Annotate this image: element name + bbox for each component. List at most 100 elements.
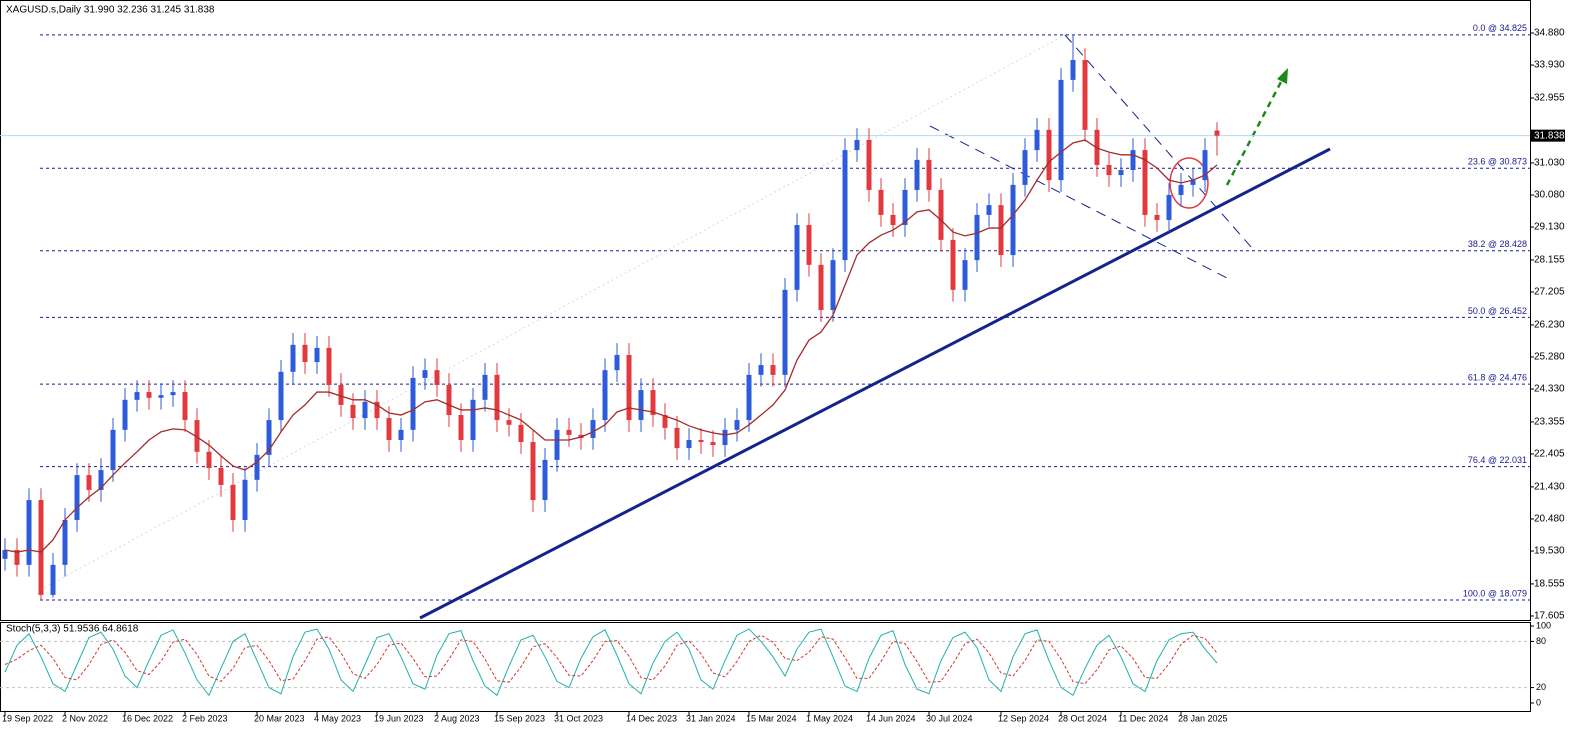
fib-level-label: 100.0 @ 18.079: [1463, 588, 1527, 598]
candle-body: [638, 390, 644, 421]
candle-body: [494, 374, 500, 421]
candle-body: [842, 150, 848, 261]
x-tick-label: 30 Jul 2024: [926, 713, 973, 723]
candle-body: [950, 239, 956, 290]
candle-body: [326, 347, 332, 385]
y-tick-label: 34.880: [1534, 28, 1565, 39]
x-tick-label: 28 Oct 2024: [1058, 713, 1107, 723]
candle-body: [134, 392, 140, 400]
candle-body: [926, 159, 932, 190]
candle-body: [890, 214, 896, 226]
candle-body: [2, 550, 8, 559]
candle-body: [614, 354, 620, 371]
x-tick-label: 4 May 2023: [314, 713, 361, 723]
candle-body: [734, 420, 740, 430]
x-tick-label: 16 Dec 2022: [122, 713, 173, 723]
candle-body: [446, 384, 452, 416]
candle-body: [290, 344, 296, 372]
candle-body: [410, 377, 416, 430]
x-tick-label: 15 Mar 2024: [746, 713, 797, 723]
candle-body: [350, 404, 356, 419]
y-tick-label: 27.205: [1534, 287, 1565, 298]
candle-body: [1118, 170, 1124, 176]
candle-body: [794, 225, 800, 290]
y-tick-label: 100: [1536, 620, 1551, 630]
x-tick-label: 31 Oct 2023: [554, 713, 603, 723]
stoch-panel-frame: [0, 622, 1531, 712]
chart-title: XAGUSD.s,Daily 31.990 32.236 31.245 31.8…: [6, 5, 215, 16]
candle-body: [626, 354, 632, 421]
y-tick-label: 32.955: [1534, 93, 1565, 104]
candle-body: [878, 189, 884, 215]
x-tick-label: 20 Mar 2023: [254, 713, 305, 723]
candle-body: [182, 392, 188, 421]
fib-level-label: 38.2 @ 28.428: [1468, 239, 1527, 249]
candle-body: [782, 289, 788, 375]
channel-line-upper: [1064, 34, 1253, 249]
candle-body: [986, 205, 992, 215]
candle-body: [398, 429, 404, 440]
x-tick-label: 14 Dec 2023: [626, 713, 677, 723]
y-tick-label: 26.230: [1534, 320, 1565, 331]
candle-body: [1070, 60, 1076, 80]
y-tick-label: 24.330: [1534, 384, 1565, 395]
candle-body: [854, 139, 860, 151]
candle-body: [422, 370, 428, 378]
y-tick-label: 28.155: [1534, 255, 1565, 266]
candle-body: [758, 365, 764, 375]
candle-body: [374, 401, 380, 419]
candle-body: [1166, 194, 1172, 220]
candle-body: [458, 415, 464, 440]
candle-body: [1202, 150, 1208, 181]
stoch-title: Stoch(5,3,3) 51.9536 64.8618: [6, 624, 139, 635]
forecast-arrow-head: [1277, 68, 1288, 84]
candle-body: [482, 374, 488, 400]
candle-body: [974, 214, 980, 261]
y-tick-label: 29.130: [1534, 222, 1565, 233]
candle-body: [98, 470, 104, 490]
x-tick-label: 19 Jun 2023: [374, 713, 424, 723]
last-price-label: 31.838: [1534, 130, 1565, 141]
fib-level-label: 23.6 @ 30.873: [1468, 157, 1527, 167]
candle-body: [1034, 129, 1040, 151]
candle-body: [302, 344, 308, 363]
y-tick-label: 20: [1536, 682, 1546, 692]
candle-body: [218, 468, 224, 485]
candle-body: [470, 399, 476, 440]
x-tick-label: 12 Sep 2024: [998, 713, 1049, 723]
y-tick-label: 25.280: [1534, 352, 1565, 363]
y-tick-label: 31.030: [1534, 158, 1565, 169]
candle-body: [686, 439, 692, 449]
candle-body: [662, 415, 668, 428]
y-tick-label: 30.080: [1534, 190, 1565, 201]
candle-body: [806, 225, 812, 265]
candle-body: [998, 205, 1004, 256]
candle-body: [266, 420, 272, 455]
candle-body: [122, 399, 128, 430]
fib-level-label: 50.0 @ 26.452: [1468, 306, 1527, 316]
candle-body: [50, 564, 56, 595]
x-tick-label: 11 Dec 2024: [1118, 713, 1168, 723]
candle-body: [1190, 180, 1196, 185]
candle-body: [314, 347, 320, 363]
drawings: [39, 34, 1331, 620]
candle-body: [1058, 79, 1064, 181]
candle-body: [938, 189, 944, 240]
candle-body: [1106, 164, 1112, 176]
candle-body: [362, 401, 368, 419]
candle-body: [1022, 150, 1028, 185]
y-tick-label: 80: [1536, 636, 1546, 646]
candle-body: [962, 260, 968, 290]
y-tick-label: 0: [1536, 697, 1541, 707]
fib-level-label: 76.4 @ 22.031: [1468, 455, 1527, 465]
candle-body: [1214, 130, 1220, 136]
y-tick-label: 18.555: [1534, 579, 1565, 590]
x-tick-label: 14 Jun 2024: [866, 713, 916, 723]
candle-body: [506, 420, 512, 425]
x-tick-label: 1 May 2024: [806, 713, 853, 723]
y-tick-label: 33.930: [1534, 60, 1565, 71]
candle-body: [674, 427, 680, 449]
x-tick-label: 31 Jan 2024: [686, 713, 736, 723]
y-tick-label: 17.605: [1534, 611, 1565, 622]
